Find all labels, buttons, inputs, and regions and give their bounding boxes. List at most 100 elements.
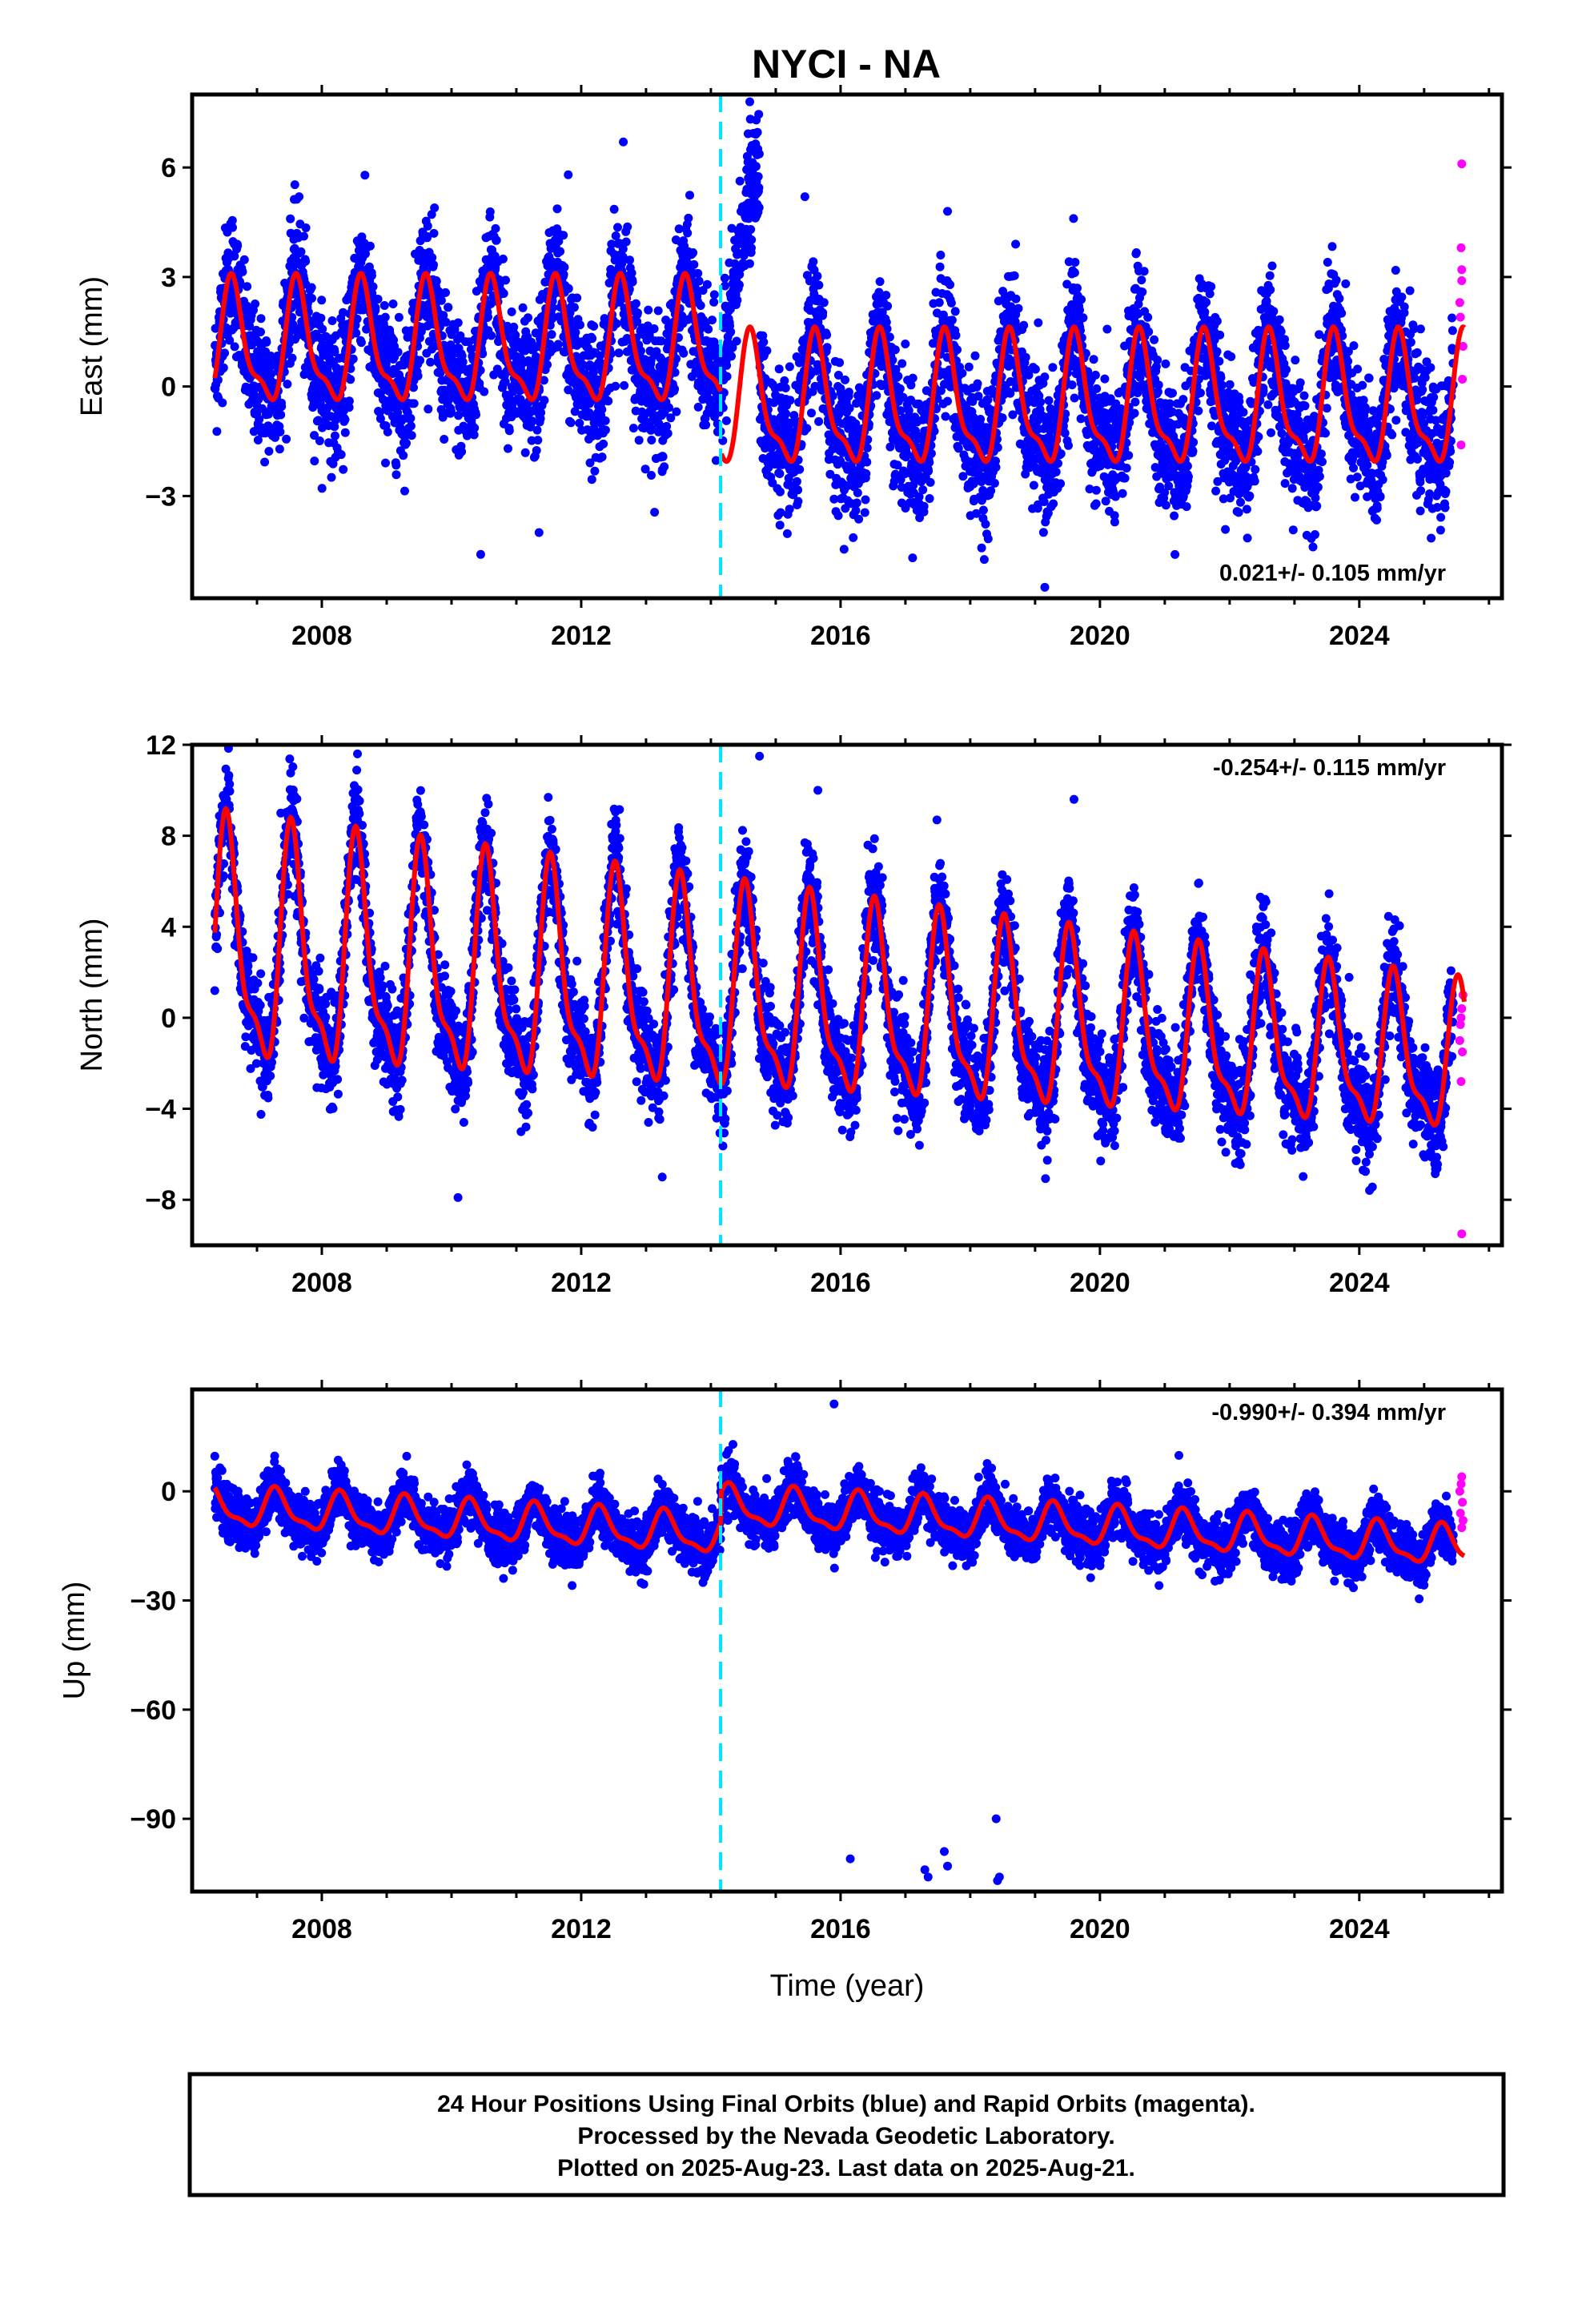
data-point — [986, 486, 996, 496]
data-point — [1092, 384, 1102, 393]
data-point — [1161, 359, 1170, 368]
data-point — [351, 328, 361, 338]
data-point — [597, 404, 607, 414]
data-point — [607, 239, 616, 249]
data-point — [1225, 380, 1235, 389]
data-point — [611, 231, 620, 240]
data-point — [316, 313, 326, 323]
data-point — [301, 223, 311, 232]
data-point — [1077, 295, 1086, 304]
data-point — [875, 277, 885, 287]
data-point — [1183, 472, 1193, 481]
data-point — [679, 348, 689, 358]
data-point — [507, 307, 516, 316]
data-point — [627, 268, 636, 278]
data-point — [860, 508, 869, 517]
data-point — [728, 343, 737, 352]
data-point — [862, 457, 872, 467]
data-point — [1019, 320, 1029, 330]
data-point — [644, 305, 653, 315]
data-point — [585, 360, 595, 370]
data-point — [649, 324, 659, 333]
data-point — [734, 280, 744, 290]
data-point — [1102, 324, 1112, 334]
data-point — [854, 514, 864, 524]
data-point — [693, 268, 703, 278]
data-point — [242, 301, 251, 311]
data-point — [950, 307, 960, 316]
data-point — [822, 330, 832, 340]
data-point — [1207, 282, 1216, 292]
data-point — [709, 297, 719, 307]
data-point — [701, 420, 711, 430]
data-point — [785, 396, 795, 405]
data-point — [484, 312, 492, 322]
data-point — [406, 413, 416, 423]
data-point — [670, 384, 680, 394]
data-point — [650, 508, 660, 517]
data-point — [754, 203, 764, 212]
data-point — [1036, 397, 1046, 407]
data-point — [365, 241, 375, 251]
data-point — [600, 416, 610, 425]
data-point — [499, 289, 508, 298]
data-point — [267, 369, 276, 379]
data-point — [735, 270, 745, 279]
data-point — [238, 267, 247, 276]
data-point — [409, 383, 418, 392]
data-point — [436, 296, 446, 305]
data-point — [708, 316, 717, 325]
data-point — [218, 398, 227, 408]
data-point — [360, 171, 370, 180]
data-point — [977, 543, 986, 553]
data-point — [228, 223, 237, 232]
data-point — [243, 282, 252, 292]
data-point — [946, 280, 955, 289]
data-point — [978, 505, 988, 515]
data-point — [251, 300, 260, 308]
data-point — [844, 388, 853, 397]
data-point — [789, 411, 799, 420]
data-point — [881, 291, 891, 300]
data-point — [656, 336, 666, 346]
data-point — [964, 362, 974, 372]
data-point — [612, 319, 621, 328]
data-point — [1014, 304, 1023, 313]
data-point — [631, 299, 640, 308]
data-point — [504, 426, 514, 436]
data-point — [993, 443, 1002, 452]
data-point — [409, 399, 419, 408]
data-point — [753, 127, 762, 137]
data-point — [301, 256, 311, 266]
data-point — [653, 306, 663, 316]
data-point — [1044, 396, 1054, 405]
data-point — [400, 486, 409, 496]
data-point — [1150, 335, 1159, 344]
data-point — [548, 303, 557, 312]
data-point — [429, 260, 438, 270]
data-point — [432, 276, 441, 286]
data-point — [1154, 380, 1163, 390]
data-point — [444, 303, 453, 312]
data-point — [346, 375, 355, 384]
data-point — [693, 402, 703, 412]
data-point — [691, 284, 701, 294]
data-point — [444, 393, 454, 403]
data-point — [511, 330, 520, 340]
data-point — [1048, 363, 1058, 372]
data-point — [227, 215, 237, 225]
data-point — [822, 343, 832, 352]
data-point — [230, 251, 239, 261]
data-point — [287, 353, 297, 363]
data-point — [958, 368, 967, 378]
data-point — [399, 451, 408, 460]
data-point — [618, 252, 628, 262]
data-point — [1038, 528, 1048, 537]
data-point — [1091, 485, 1101, 495]
data-point — [441, 287, 450, 297]
data-point — [1143, 312, 1153, 322]
data-point — [901, 340, 910, 348]
data-point — [727, 352, 736, 361]
data-point — [230, 342, 239, 352]
